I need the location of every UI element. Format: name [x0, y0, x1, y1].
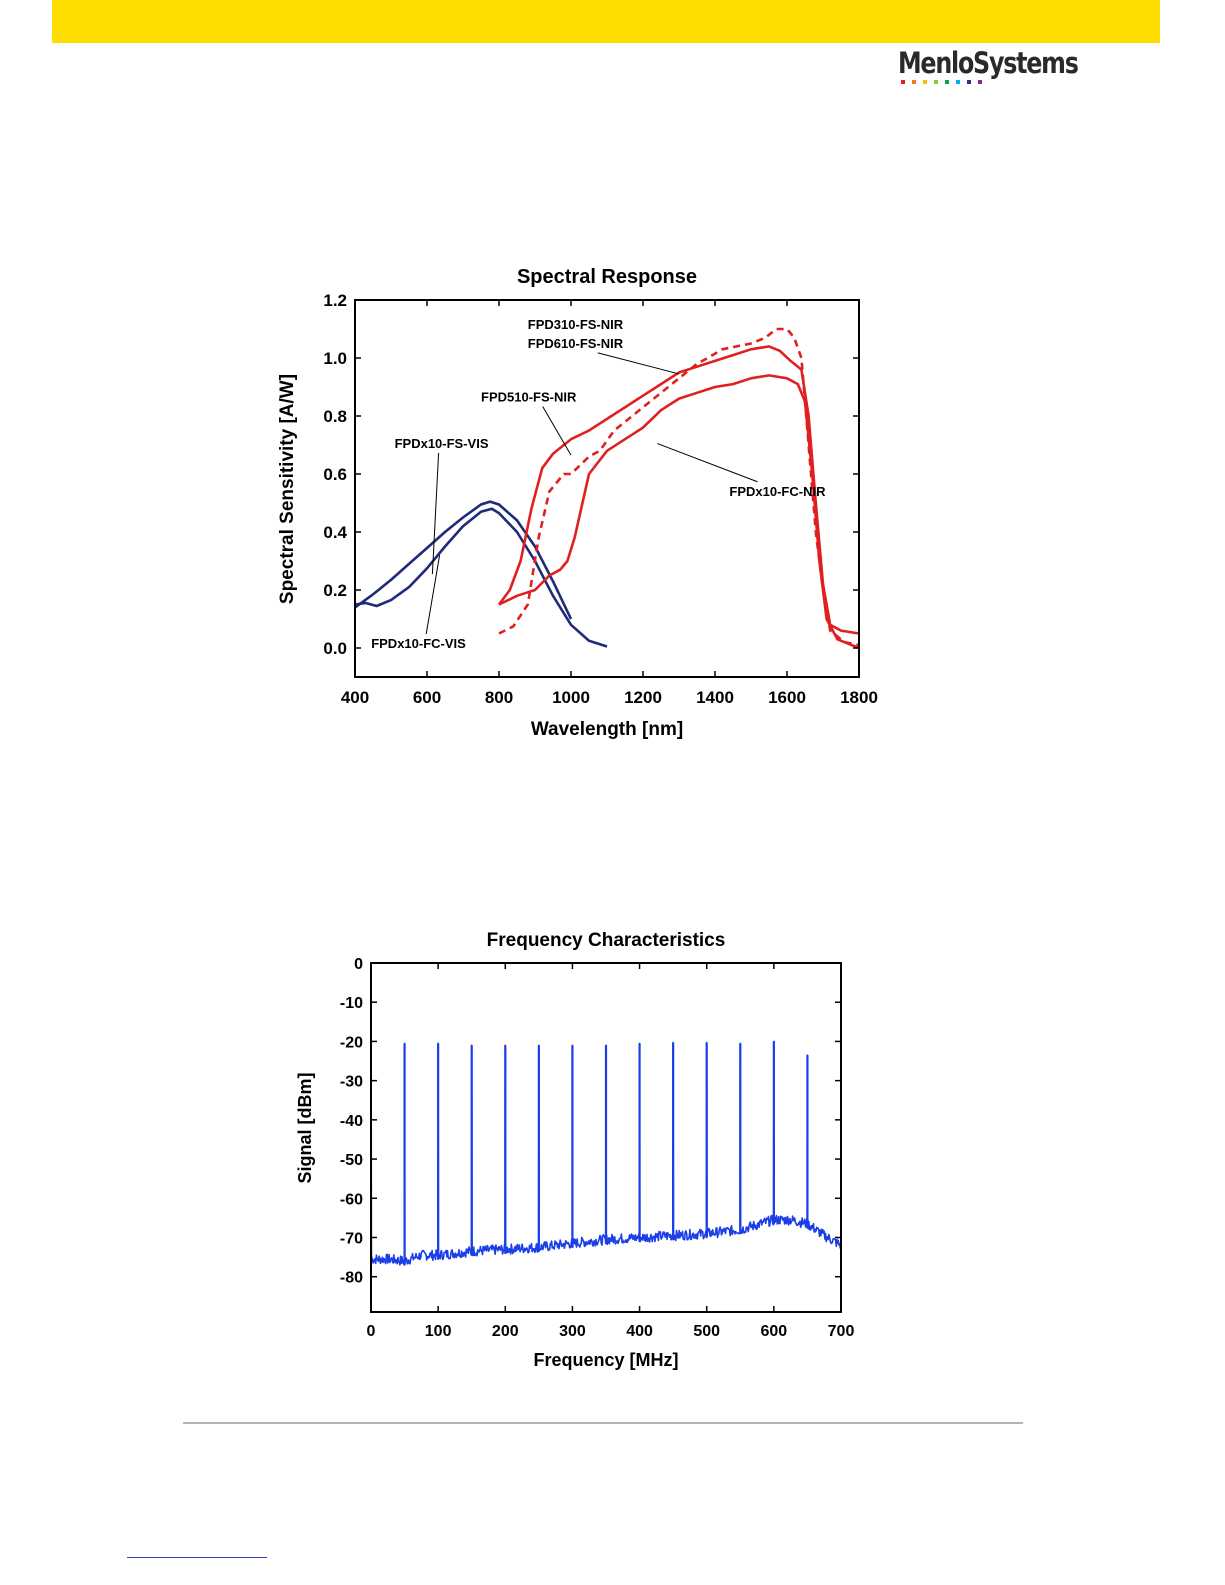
y-tick-label: -30 — [340, 1074, 363, 1091]
chart-annotations: FPD310-FS-NIR FPD610-FS-NIR FPD510-FS-NIR F… — [371, 317, 826, 651]
annotation-leader-line — [431, 452, 440, 575]
y-tick-label: 0.4 — [323, 523, 347, 542]
x-tick-label: 200 — [492, 1323, 519, 1340]
annotation-label: FPDx10-FC-VIS — [371, 636, 466, 651]
x-tick-label: 400 — [341, 688, 369, 707]
plot-frame — [354, 299, 860, 678]
x-tick-label: 100 — [425, 1323, 452, 1340]
annotation-leader-line — [542, 406, 572, 456]
annotation-label: FPD510-FS-NIR — [481, 390, 577, 405]
y-tick-label: 0.6 — [323, 465, 347, 484]
x-tick-label: 1800 — [840, 688, 878, 707]
spectral-response-chart: Spectral Response 400 600 800 1000 1200 1400 1… — [277, 266, 878, 740]
brand-logo-text: MenloSystems — [898, 46, 1079, 80]
x-tick-label: 1000 — [552, 688, 590, 707]
series-line-fpdx10-fc-nir — [498, 374, 860, 650]
y-tick-label: 1.2 — [323, 291, 347, 310]
annotation-label: FPDx10-FS-VIS — [395, 436, 489, 451]
y-tick-label: -50 — [340, 1152, 363, 1169]
footer-divider — [183, 1422, 1023, 1424]
y-tick-label: 0.0 — [323, 639, 347, 658]
brand-logo: MenloSystems — [898, 46, 1098, 90]
x-axis-label: Wavelength [nm] — [531, 719, 683, 740]
y-tick-label: -40 — [340, 1113, 363, 1130]
x-tick-label: 1400 — [696, 688, 734, 707]
header-accent-bar — [52, 0, 1160, 43]
annotation-label: FPD610-FS-NIR — [528, 336, 624, 351]
logo-dot — [934, 80, 938, 84]
series-line-fpdx10-fc-vis — [354, 507, 608, 648]
annotation-label: FPDx10-FC-NIR — [729, 484, 826, 499]
logo-dot — [923, 80, 927, 84]
annotation-label: FPD310-FS-NIR — [528, 317, 624, 332]
x-tick-label: 1200 — [624, 688, 662, 707]
logo-dot — [912, 80, 916, 84]
x-tick-label: 400 — [626, 1323, 653, 1340]
y-tick-label: 0.2 — [323, 581, 347, 600]
y-tick-label: -10 — [340, 995, 363, 1012]
x-tick-label: 1600 — [768, 688, 806, 707]
y-tick-label: -80 — [340, 1270, 363, 1287]
annotation-leader-line — [597, 352, 680, 375]
footer-link-underline — [127, 1557, 267, 1558]
axis-ticks: 400 600 800 1000 1200 1400 1600 1800 0.0 0.2 0.4 0.… — [323, 291, 878, 707]
y-tick-label: 1.0 — [323, 349, 347, 368]
annotation-leader-line — [425, 555, 441, 635]
logo-dot — [945, 80, 949, 84]
chart-series-group — [354, 327, 860, 650]
logo-dot — [967, 80, 971, 84]
x-tick-label: 600 — [413, 688, 441, 707]
y-axis-label: Spectral Sensitivity [A/W] — [277, 374, 298, 604]
chart-title: Frequency Characteristics — [487, 930, 726, 951]
x-tick-label: 0 — [367, 1323, 376, 1340]
brand-logo-dots — [901, 80, 982, 84]
y-tick-label: -70 — [340, 1230, 363, 1247]
plot-frame — [370, 962, 842, 1313]
x-tick-label: 700 — [828, 1323, 855, 1340]
x-tick-label: 600 — [761, 1323, 788, 1340]
chart-title: Spectral Response — [517, 266, 697, 288]
axis-ticks: 0 100 200 300 400 500 600 700 0 -10 -20 -30 -40 -50 -6… — [340, 956, 855, 1340]
frequency-characteristics-chart: Frequency Characteristics 0 100 200 300 400 5… — [295, 930, 855, 1370]
logo-dot — [901, 80, 905, 84]
logo-dot — [956, 80, 960, 84]
series-line-fpdx10-fs-vis — [354, 500, 573, 620]
x-tick-label: 300 — [559, 1323, 586, 1340]
x-axis-label: Frequency [MHz] — [533, 1350, 678, 1370]
chart-series-group — [370, 973, 842, 1309]
y-axis-label: Signal [dBm] — [295, 1073, 315, 1184]
y-tick-label: 0.8 — [323, 407, 347, 426]
x-tick-label: 800 — [485, 688, 513, 707]
annotation-leader-line — [657, 443, 758, 483]
y-tick-label: 0 — [354, 956, 363, 973]
x-tick-label: 500 — [693, 1323, 720, 1340]
spectrum-trace — [370, 973, 842, 1309]
logo-dot — [978, 80, 982, 84]
y-tick-label: -20 — [340, 1034, 363, 1051]
y-tick-label: -60 — [340, 1191, 363, 1208]
